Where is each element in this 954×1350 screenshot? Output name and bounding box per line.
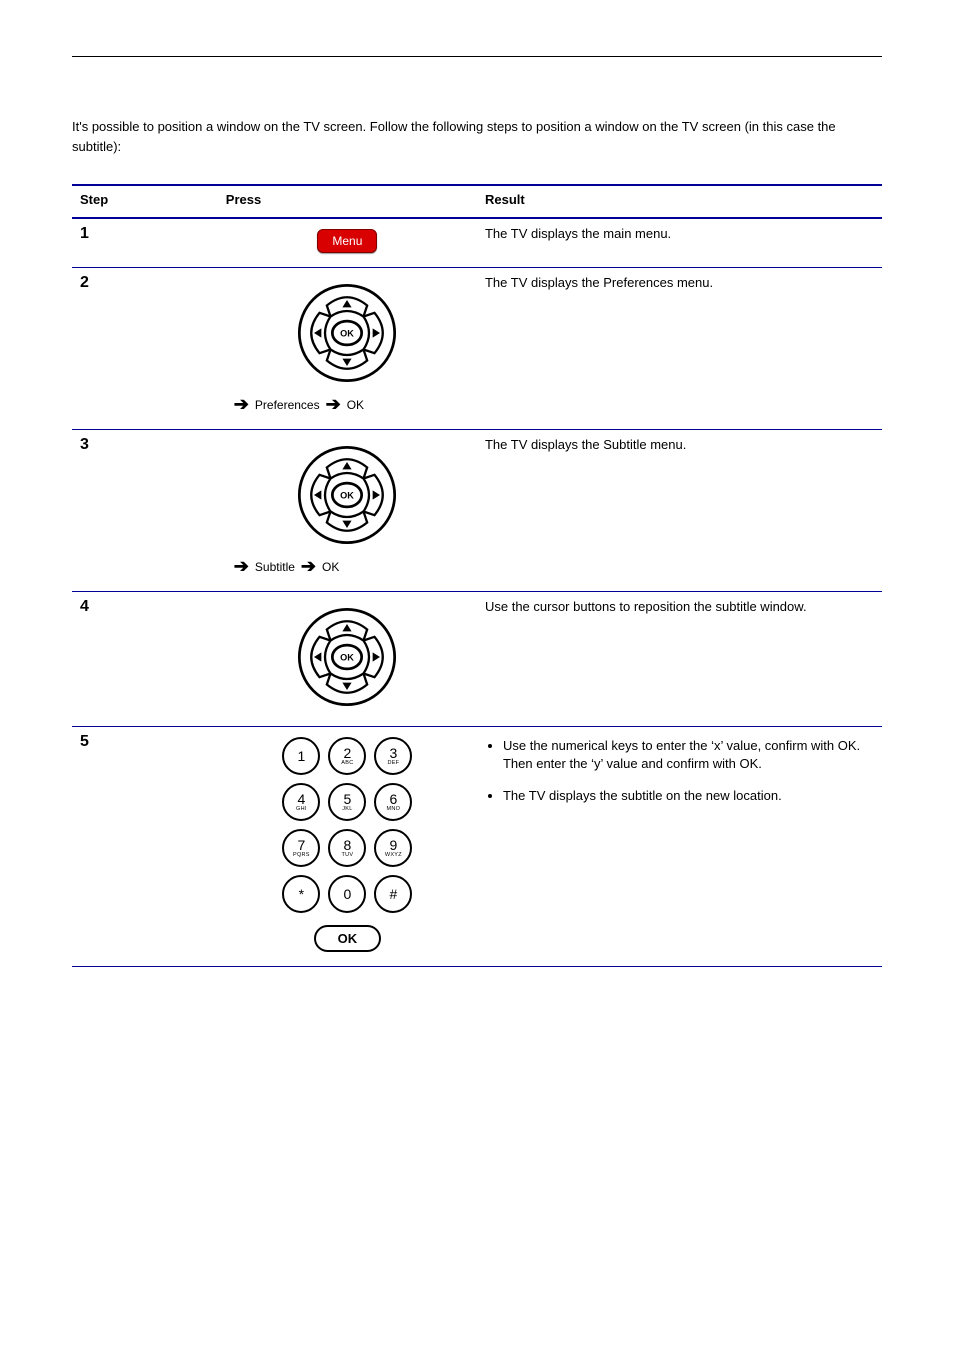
ok-label: OK bbox=[322, 560, 339, 574]
page: It's possible to position a window on th… bbox=[0, 0, 954, 997]
result-cell: The TV displays the main menu. bbox=[477, 218, 882, 268]
numeric-keypad: 12ABC3DEF 4GHI5JKL6MNO 7PQRS8TUV9WXYZ *0# bbox=[282, 737, 412, 913]
table-row: 1 Menu The TV displays the main menu. bbox=[72, 218, 882, 268]
result-bullet-item: Use the numerical keys to enter the ‘x’ … bbox=[503, 737, 874, 773]
keypad-key[interactable]: 6MNO bbox=[374, 783, 412, 821]
arrow-right-icon: ➔ bbox=[234, 394, 249, 415]
step-number: 2 bbox=[72, 268, 218, 430]
step-number: 4 bbox=[72, 592, 218, 727]
table-row: 4 OK Use the cursor buttons to repositio… bbox=[72, 592, 882, 727]
result-cell: Use the cursor buttons to reposition the… bbox=[477, 592, 882, 727]
keypad-key[interactable]: 3DEF bbox=[374, 737, 412, 775]
arrow-right-icon: ➔ bbox=[234, 556, 249, 577]
press-cell: OK ➔ Subtitle ➔ OK bbox=[218, 430, 477, 592]
result-bullet-item: The TV displays the subtitle on the new … bbox=[503, 787, 874, 805]
result-cell: Use the numerical keys to enter the ‘x’ … bbox=[477, 727, 882, 967]
steps-table: Step Press Result 1 Menu The TV displays t… bbox=[72, 184, 882, 967]
keypad-key[interactable]: 7PQRS bbox=[282, 829, 320, 867]
svg-text:OK: OK bbox=[341, 653, 355, 663]
keypad-key[interactable]: 4GHI bbox=[282, 783, 320, 821]
result-bullets: Use the numerical keys to enter the ‘x’ … bbox=[503, 737, 874, 806]
step-number: 5 bbox=[72, 727, 218, 967]
ok-button[interactable]: OK bbox=[314, 925, 382, 952]
step-number: 3 bbox=[72, 430, 218, 592]
keypad-key[interactable]: 2ABC bbox=[328, 737, 366, 775]
cursor-pad-icon: OK bbox=[292, 278, 402, 388]
cursor-pad-icon: OK bbox=[292, 440, 402, 550]
arrow-right-icon: ➔ bbox=[326, 394, 341, 415]
keypad-key[interactable]: 9WXYZ bbox=[374, 829, 412, 867]
result-cell: The TV displays the Preferences menu. bbox=[477, 268, 882, 430]
svg-text:OK: OK bbox=[341, 491, 355, 501]
keypad-key[interactable]: 0 bbox=[328, 875, 366, 913]
table-row: 3 OK ➔ Subtitle ➔ OK The TV displays the Sub… bbox=[72, 430, 882, 592]
col-step: Step bbox=[72, 185, 218, 218]
ok-label: OK bbox=[347, 398, 364, 412]
nav-target-label: Preferences bbox=[255, 398, 320, 412]
nav-hint: ➔ Subtitle ➔ OK bbox=[226, 556, 469, 577]
keypad-key[interactable]: 1 bbox=[282, 737, 320, 775]
press-cell: Menu bbox=[218, 218, 477, 268]
nav-target-label: Subtitle bbox=[255, 560, 295, 574]
intro-text: It's possible to position a window on th… bbox=[72, 117, 882, 156]
press-cell: OK ➔ Preferences ➔ OK bbox=[218, 268, 477, 430]
keypad-key[interactable]: 5JKL bbox=[328, 783, 366, 821]
result-cell: The TV displays the Subtitle menu. bbox=[477, 430, 882, 592]
step-number: 1 bbox=[72, 218, 218, 268]
col-press: Press bbox=[218, 185, 477, 218]
table-row: 2 OK ➔ Preferences ➔ OK The TV displays the … bbox=[72, 268, 882, 430]
svg-text:OK: OK bbox=[341, 329, 355, 339]
arrow-right-icon: ➔ bbox=[301, 556, 316, 577]
keypad-key[interactable]: # bbox=[374, 875, 412, 913]
menu-button[interactable]: Menu bbox=[317, 229, 377, 253]
cursor-pad-icon: OK bbox=[292, 602, 402, 712]
press-cell: OK bbox=[218, 592, 477, 727]
press-cell: 12ABC3DEF 4GHI5JKL6MNO 7PQRS8TUV9WXYZ *0# OK bbox=[218, 727, 477, 967]
keypad-key[interactable]: * bbox=[282, 875, 320, 913]
nav-hint: ➔ Preferences ➔ OK bbox=[226, 394, 469, 415]
col-result: Result bbox=[477, 185, 882, 218]
header-rule bbox=[72, 56, 882, 57]
keypad-key[interactable]: 8TUV bbox=[328, 829, 366, 867]
table-row: 5 12ABC3DEF 4GHI5JKL6MNO 7PQRS8TUV9WXYZ *0# O… bbox=[72, 727, 882, 967]
